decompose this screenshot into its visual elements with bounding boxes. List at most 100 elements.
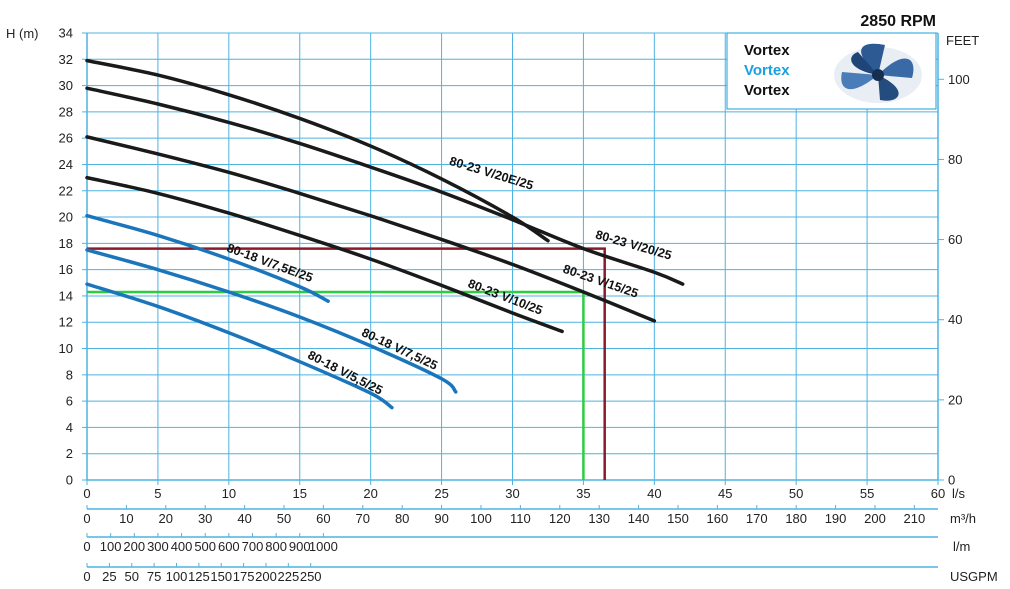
- secondary-tick-label: 90: [434, 511, 448, 526]
- secondary-axis-unit: USGPM: [950, 569, 998, 584]
- secondary-tick-label: 0: [83, 539, 90, 554]
- y-tick-label: 10: [59, 341, 73, 356]
- secondary-tick-label: 170: [746, 511, 768, 526]
- secondary-tick-label: 200: [864, 511, 886, 526]
- y-tick-label: 6: [66, 394, 73, 409]
- curve-label-7: 80-18 V/5,5/25: [305, 348, 384, 398]
- secondary-tick-label: 70: [356, 511, 370, 526]
- secondary-tick-label: 120: [549, 511, 571, 526]
- y-tick-label: 4: [66, 420, 73, 435]
- secondary-tick-label: 600: [218, 539, 240, 554]
- y2-tick-label: 0: [948, 473, 955, 488]
- y2-tick-label: 100: [948, 72, 970, 87]
- secondary-tick-label: 900: [289, 539, 311, 554]
- secondary-tick-label: 700: [242, 539, 264, 554]
- y-tick-label: 12: [59, 315, 73, 330]
- impeller-icon: [834, 43, 922, 103]
- y-tick-label: 34: [59, 26, 73, 41]
- secondary-tick-label: 300: [147, 539, 169, 554]
- secondary-axis-unit: m³/h: [950, 511, 976, 526]
- secondary-tick-label: 40: [237, 511, 251, 526]
- secondary-tick-label: 60: [316, 511, 330, 526]
- y-tick-label: 0: [66, 473, 73, 488]
- secondary-tick-label: 25: [102, 569, 116, 584]
- secondary-tick-label: 210: [904, 511, 926, 526]
- y-tick-label: 26: [59, 131, 73, 146]
- secondary-tick-label: 10: [119, 511, 133, 526]
- secondary-tick-label: 175: [233, 569, 255, 584]
- x-tick-label: 10: [222, 486, 236, 501]
- x-tick-label: 15: [293, 486, 307, 501]
- x-axis-unit: l/s: [952, 486, 966, 501]
- y-tick-label: 24: [59, 157, 73, 172]
- x-tick-label: 55: [860, 486, 874, 501]
- curve-5: [85, 213, 330, 303]
- secondary-tick-label: 110: [510, 511, 531, 526]
- secondary-tick-label: 50: [125, 569, 139, 584]
- curve-4: [85, 175, 564, 334]
- axes: 0246810121416182022242628303234020406080…: [59, 26, 998, 585]
- secondary-tick-label: 100: [100, 539, 122, 554]
- curve-label-3: 80-23 V/15/25: [561, 262, 640, 301]
- secondary-tick-label: 140: [628, 511, 650, 526]
- y-tick-label: 18: [59, 236, 73, 251]
- secondary-tick-label: 50: [277, 511, 291, 526]
- x-tick-label: 45: [718, 486, 732, 501]
- secondary-tick-label: 150: [210, 569, 232, 584]
- secondary-tick-label: 80: [395, 511, 409, 526]
- curve-1: [85, 58, 550, 243]
- curve-label-6: 80-18 V/7,5/25: [359, 325, 439, 372]
- secondary-tick-label: 75: [147, 569, 161, 584]
- secondary-tick-label: 200: [255, 569, 277, 584]
- x-tick-label: 30: [505, 486, 519, 501]
- y2-tick-label: 40: [948, 312, 962, 327]
- y2-tick-label: 20: [948, 392, 962, 407]
- pump-curves: [85, 58, 685, 410]
- secondary-tick-label: 800: [265, 539, 287, 554]
- secondary-tick-label: 400: [171, 539, 193, 554]
- secondary-tick-label: 160: [707, 511, 729, 526]
- secondary-tick-label: 130: [588, 511, 610, 526]
- secondary-tick-label: 225: [277, 569, 299, 584]
- curve-6: [85, 248, 458, 394]
- secondary-tick-label: 1000: [309, 539, 338, 554]
- reference-line-2: [87, 290, 585, 480]
- x-tick-label: 5: [154, 486, 161, 501]
- secondary-tick-label: 100: [166, 569, 188, 584]
- curve-2: [85, 86, 685, 286]
- y2-tick-label: 60: [948, 232, 962, 247]
- secondary-axis-unit: l/m: [953, 539, 970, 554]
- x-tick-label: 40: [647, 486, 661, 501]
- legend-item-2: Vortex: [744, 62, 790, 79]
- secondary-tick-label: 250: [300, 569, 322, 584]
- secondary-tick-label: 150: [667, 511, 689, 526]
- secondary-tick-label: 190: [825, 511, 847, 526]
- secondary-tick-label: 125: [188, 569, 210, 584]
- secondary-tick-label: 180: [785, 511, 807, 526]
- y-axis-label: H (m): [6, 26, 39, 41]
- secondary-tick-label: 500: [194, 539, 216, 554]
- legend-box: Vortex Vortex Vortex: [726, 32, 937, 110]
- secondary-tick-label: 200: [123, 539, 145, 554]
- y-tick-label: 28: [59, 104, 73, 119]
- x-tick-label: 60: [931, 486, 945, 501]
- x-tick-label: 0: [83, 486, 90, 501]
- y-tick-label: 2: [66, 446, 73, 461]
- speed-label: 2850 RPM: [860, 13, 936, 30]
- y-tick-label: 32: [59, 52, 73, 67]
- y2-tick-label: 80: [948, 152, 962, 167]
- curve-3: [85, 135, 657, 323]
- y-tick-label: 30: [59, 78, 73, 93]
- secondary-tick-label: 20: [159, 511, 173, 526]
- secondary-tick-label: 0: [83, 511, 90, 526]
- curve-7: [85, 282, 394, 410]
- y-tick-label: 22: [59, 183, 73, 198]
- reference-line-1: [87, 247, 606, 480]
- x-tick-label: 50: [789, 486, 803, 501]
- y-tick-label: 16: [59, 262, 73, 277]
- secondary-tick-label: 30: [198, 511, 212, 526]
- x-tick-label: 35: [576, 486, 590, 501]
- x-tick-label: 20: [363, 486, 377, 501]
- y-tick-label: 20: [59, 210, 73, 225]
